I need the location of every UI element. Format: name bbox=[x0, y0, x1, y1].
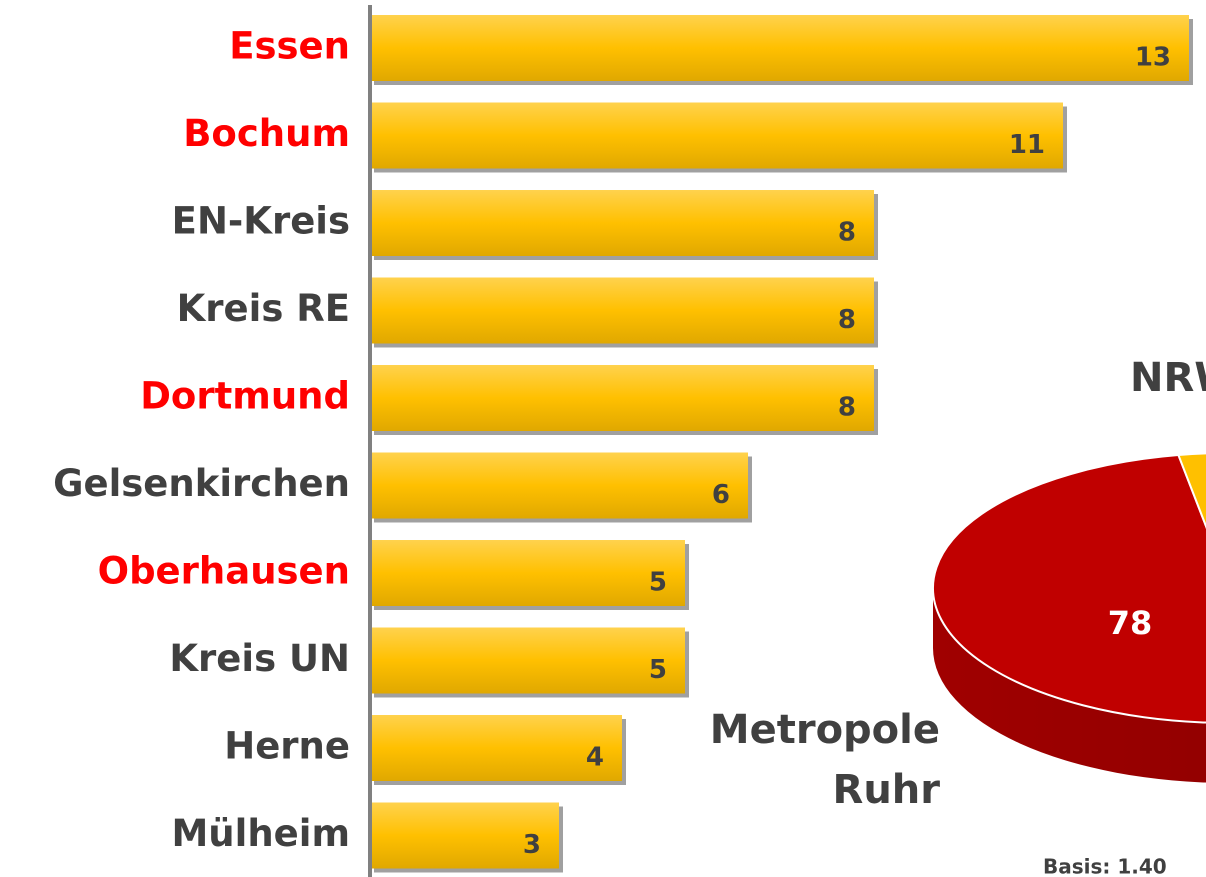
category-label: Kreis UN bbox=[169, 637, 350, 680]
category-label: Mülheim bbox=[171, 812, 350, 855]
value-label: 13 bbox=[1135, 43, 1171, 73]
category-label: Oberhausen bbox=[98, 550, 350, 593]
bar bbox=[370, 15, 1189, 81]
pie-value-label: 78 bbox=[1108, 604, 1153, 642]
value-label: 5 bbox=[649, 655, 667, 685]
category-label: Herne bbox=[224, 725, 350, 768]
bar bbox=[370, 190, 874, 256]
value-label: 11 bbox=[1009, 130, 1045, 160]
pie-label: NRW bbox=[1130, 355, 1206, 401]
bar bbox=[370, 715, 622, 781]
category-label: Kreis RE bbox=[177, 287, 350, 330]
pie-side bbox=[933, 588, 1206, 783]
bar bbox=[370, 365, 874, 431]
footnote: Basis: 1.40 bbox=[1043, 855, 1167, 877]
category-label: Gelsenkirchen bbox=[53, 462, 350, 505]
value-label: 5 bbox=[649, 568, 667, 598]
pie-slice bbox=[931, 453, 1206, 724]
category-label: Bochum bbox=[183, 112, 350, 155]
value-label: 8 bbox=[838, 393, 856, 423]
bar bbox=[370, 540, 685, 606]
bar bbox=[370, 102, 1063, 169]
bar bbox=[370, 802, 559, 869]
bar bbox=[370, 277, 874, 344]
value-label: 6 bbox=[712, 480, 730, 510]
value-label: 4 bbox=[586, 743, 604, 773]
category-label: Essen bbox=[229, 25, 350, 68]
bar bbox=[370, 627, 685, 694]
bar bbox=[370, 452, 748, 519]
value-label: 8 bbox=[838, 218, 856, 248]
pie-slice bbox=[1177, 452, 1206, 529]
value-label: 3 bbox=[523, 830, 541, 860]
value-label: 8 bbox=[838, 305, 856, 335]
pie-label: Metropole Ruhr bbox=[709, 707, 940, 813]
category-label: EN-Kreis bbox=[172, 200, 350, 243]
category-label: Dortmund bbox=[140, 375, 350, 418]
